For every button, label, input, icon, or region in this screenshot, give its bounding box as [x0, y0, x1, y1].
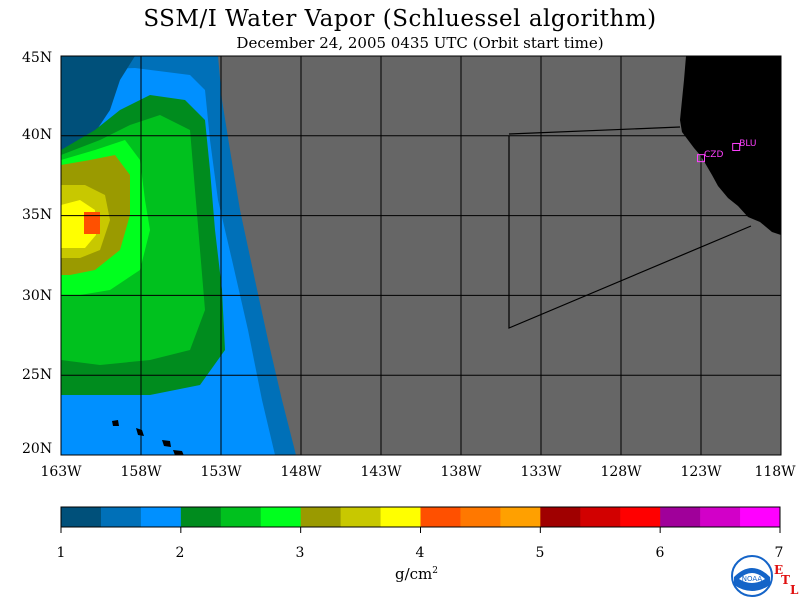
lat-label-45n: 45N	[22, 50, 53, 66]
chart-title: SSM/I Water Vapor (Schluessel algorithm)	[143, 6, 657, 32]
lon-label-133w: 133W	[520, 464, 562, 480]
colorbar-tick-5: 5	[535, 545, 545, 561]
lon-label-118w: 118W	[754, 464, 796, 480]
lat-label-40n: 40N	[22, 127, 53, 143]
map-frame	[60, 55, 782, 456]
lat-label-20n: 20N	[22, 441, 53, 457]
station-markers: CZD BLU	[697, 139, 757, 163]
lon-label-163w: 163W	[40, 464, 82, 480]
lon-label-158w: 158W	[120, 464, 162, 480]
colorbar-tick-2: 2	[175, 545, 185, 561]
lon-label-123w: 123W	[680, 464, 722, 480]
station-label-blu: BLU	[739, 139, 756, 149]
etl-letter-e: E	[774, 563, 784, 577]
noaa-logo-text: NOAA	[742, 575, 763, 583]
chart-subtitle: December 24, 2005 0435 UTC (Orbit start …	[236, 34, 604, 52]
hawaii-island	[112, 420, 119, 426]
hawaii-island	[136, 428, 144, 436]
etl-letter-t: T	[781, 573, 790, 587]
lon-label-138w: 138W	[440, 464, 482, 480]
orbit-outline-top	[508, 126, 681, 135]
vapor-band-2.0-south	[61, 388, 250, 455]
lon-label-148w: 148W	[280, 464, 322, 480]
station-marker-czd	[697, 154, 705, 163]
lat-lon-grid	[61, 56, 781, 455]
noaa-logo: NOAA	[731, 555, 773, 597]
hawaii-island	[173, 450, 184, 455]
colorbar-tick-1: 1	[56, 545, 66, 561]
hawaii-island	[162, 440, 171, 447]
lon-label-128w: 128W	[600, 464, 642, 480]
lat-label-25n: 25N	[22, 367, 53, 383]
colorbar-tick-6: 6	[655, 545, 665, 561]
unit-text: g/cm	[395, 565, 433, 583]
vapor-band-1.3	[61, 56, 135, 165]
lon-label-153w: 153W	[200, 464, 242, 480]
colorbar-unit: g/cm2	[395, 565, 438, 583]
orbit-outline	[508, 136, 752, 329]
colorbar-tick-4: 4	[415, 545, 425, 561]
station-label-czd: CZD	[704, 150, 723, 160]
colorbar-tick-3: 3	[295, 545, 305, 561]
etl-letter-l: L	[790, 583, 799, 597]
california-land	[680, 56, 781, 235]
station-marker-blu	[732, 142, 741, 151]
colorbar-tick-7: 7	[774, 545, 784, 561]
lon-label-143w: 143W	[360, 464, 402, 480]
lat-label-30n: 30N	[22, 288, 53, 304]
unit-superscript: 2	[432, 566, 439, 576]
lat-label-35n: 35N	[22, 207, 53, 223]
vapor-max-4.3	[84, 212, 100, 234]
